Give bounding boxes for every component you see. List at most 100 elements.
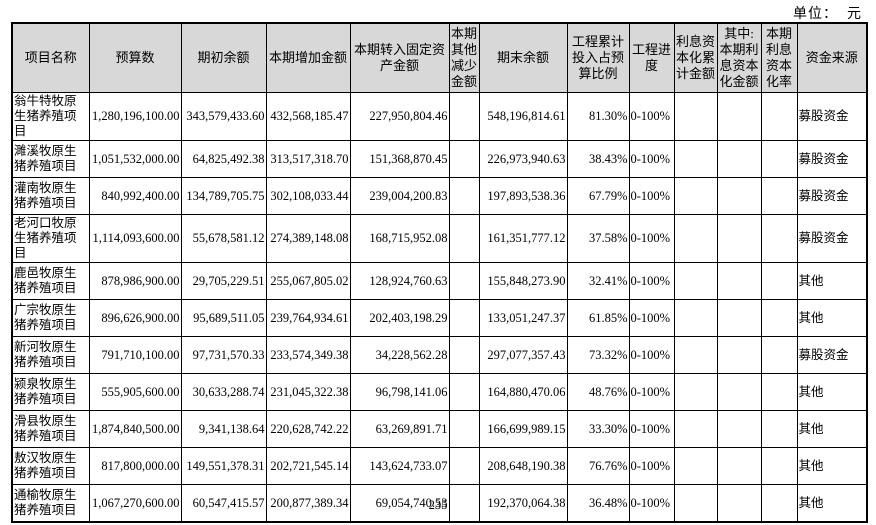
table-cell: 432,568,185.47 <box>265 92 351 141</box>
table-cell: 1,874,840,500.00 <box>88 410 182 448</box>
table-cell: 30,633,288.74 <box>180 373 267 411</box>
table-cell <box>716 214 762 263</box>
table-row: 敖汉牧原生猪养殖项目 817,800,000.00 149,551,378.31 20… <box>11 447 868 485</box>
table-cell <box>716 410 762 448</box>
table-cell <box>716 373 762 411</box>
table-cell: 840,992,400.00 <box>88 177 182 215</box>
table-cell: 募股资金 <box>796 140 868 178</box>
table-cell: 0-100% <box>628 484 675 523</box>
table-row: 广宗牧原生猪养殖项目 896,626,900.00 95,689,511.05 239… <box>11 299 868 337</box>
table-cell: 其他 <box>796 484 868 523</box>
table-cell: 其他 <box>796 299 868 337</box>
table-cell: 67.79% <box>566 177 630 215</box>
project-name-cell: 翁牛特牧原生猪养殖项目 <box>11 92 90 141</box>
page-number: 235 <box>428 498 448 512</box>
table-cell <box>673 262 718 300</box>
table-body: 翁牛特牧原生猪养殖项目 1,280,196,100.00 343,579,433.6… <box>11 92 868 523</box>
table-cell <box>673 373 718 411</box>
table-cell <box>673 92 718 141</box>
column-header: 项目名称 <box>11 22 90 93</box>
table-cell <box>673 336 718 374</box>
table-cell: 9,341,138.64 <box>180 410 267 448</box>
table-row: 颍泉牧原生猪养殖项目 555,905,600.00 30,633,288.74 231… <box>11 373 868 411</box>
table-cell: 161,351,777.12 <box>478 214 568 263</box>
table-cell: 1,280,196,100.00 <box>88 92 182 141</box>
project-name-cell: 濉溪牧原生猪养殖项目 <box>11 140 90 178</box>
table-cell: 239,764,934.61 <box>265 299 351 337</box>
table-cell: 81.30% <box>566 92 630 141</box>
table-cell: 73.32% <box>566 336 630 374</box>
table-cell: 878,986,900.00 <box>88 262 182 300</box>
table-cell: 64,825,492.38 <box>180 140 267 178</box>
table-cell <box>448 373 480 411</box>
table-cell <box>760 140 798 178</box>
header-row: 项目名称 预算数 期初余额 本期增加金额 本期转入固定资产金额 本期其他减少金额 期末余额工… <box>11 22 868 93</box>
table-cell: 202,721,545.14 <box>265 447 351 485</box>
project-name-cell: 灌南牧原生猪养殖项目 <box>11 177 90 215</box>
table-cell: 197,893,538.36 <box>478 177 568 215</box>
table-cell <box>716 299 762 337</box>
table-cell <box>760 447 798 485</box>
project-name-cell: 新河牧原生猪养殖项目 <box>11 336 90 374</box>
table-cell <box>716 336 762 374</box>
table-cell: 61.85% <box>566 299 630 337</box>
table-cell: 1,067,270,600.00 <box>88 484 182 523</box>
table-cell: 297,077,357.43 <box>478 336 568 374</box>
column-header: 本期转入固定资产金额 <box>349 22 450 93</box>
table-cell: 255,067,805.02 <box>265 262 351 300</box>
table-cell: 143,624,733.07 <box>349 447 450 485</box>
table-cell: 95,689,511.05 <box>180 299 267 337</box>
table-cell: 其他 <box>796 447 868 485</box>
table-cell: 60,547,415.57 <box>180 484 267 523</box>
table-cell: 200,877,389.34 <box>265 484 351 523</box>
column-header: 本期其他减少金额 <box>448 22 480 93</box>
table-cell: 896,626,900.00 <box>88 299 182 337</box>
table-cell: 其他 <box>796 373 868 411</box>
table-cell <box>760 336 798 374</box>
table-cell <box>716 262 762 300</box>
table-cell: 其他 <box>796 410 868 448</box>
table-cell: 149,551,378.31 <box>180 447 267 485</box>
table-cell <box>673 299 718 337</box>
table-cell: 34,228,562.28 <box>349 336 450 374</box>
table-cell <box>673 410 718 448</box>
table-cell: 0-100% <box>628 140 675 178</box>
column-header: 其中:本期利息资本化金额 <box>716 22 762 93</box>
column-header: 预算数 <box>88 22 182 93</box>
project-name-cell: 广宗牧原生猪养殖项目 <box>11 299 90 337</box>
table-cell: 募股资金 <box>796 92 868 141</box>
table-cell: 202,403,198.29 <box>349 299 450 337</box>
table-cell: 313,517,318.70 <box>265 140 351 178</box>
project-name-cell: 滑县牧原生猪养殖项目 <box>11 410 90 448</box>
table-cell: 募股资金 <box>796 214 868 263</box>
table-cell: 37.58% <box>566 214 630 263</box>
table-row: 通榆牧原生猪养殖项目 1,067,270,600.00 60,547,415.57 2… <box>11 484 868 523</box>
table-cell: 134,789,705.75 <box>180 177 267 215</box>
table-cell <box>716 484 762 523</box>
table-row: 新河牧原生猪养殖项目 791,710,100.00 97,731,570.33 233… <box>11 336 868 374</box>
table-cell <box>760 484 798 523</box>
column-header: 资金来源 <box>796 22 868 93</box>
table-cell: 151,368,870.45 <box>349 140 450 178</box>
table-cell <box>448 336 480 374</box>
table-cell: 133,051,247.37 <box>478 299 568 337</box>
table-cell: 0-100% <box>628 373 675 411</box>
table-cell <box>716 92 762 141</box>
table-cell <box>716 447 762 485</box>
table-cell <box>716 140 762 178</box>
table-cell <box>673 484 718 523</box>
projects-table: 项目名称 预算数 期初余额 本期增加金额 本期转入固定资产金额 本期其他减少金额 期末余额工… <box>11 22 868 523</box>
table-cell: 220,628,742.22 <box>265 410 351 448</box>
table-cell <box>673 447 718 485</box>
column-header: 工程累计投入占预算比例 <box>566 22 630 93</box>
table-cell: 226,973,940.63 <box>478 140 568 178</box>
table-cell <box>760 262 798 300</box>
table-cell: 募股资金 <box>796 336 868 374</box>
table-cell: 791,710,100.00 <box>88 336 182 374</box>
table-cell <box>673 140 718 178</box>
project-name-cell: 敖汉牧原生猪养殖项目 <box>11 447 90 485</box>
table-row: 鹿邑牧原生猪养殖项目 878,986,900.00 29,705,229.51 255… <box>11 262 868 300</box>
table-cell: 239,004,200.83 <box>349 177 450 215</box>
table-cell: 0-100% <box>628 214 675 263</box>
